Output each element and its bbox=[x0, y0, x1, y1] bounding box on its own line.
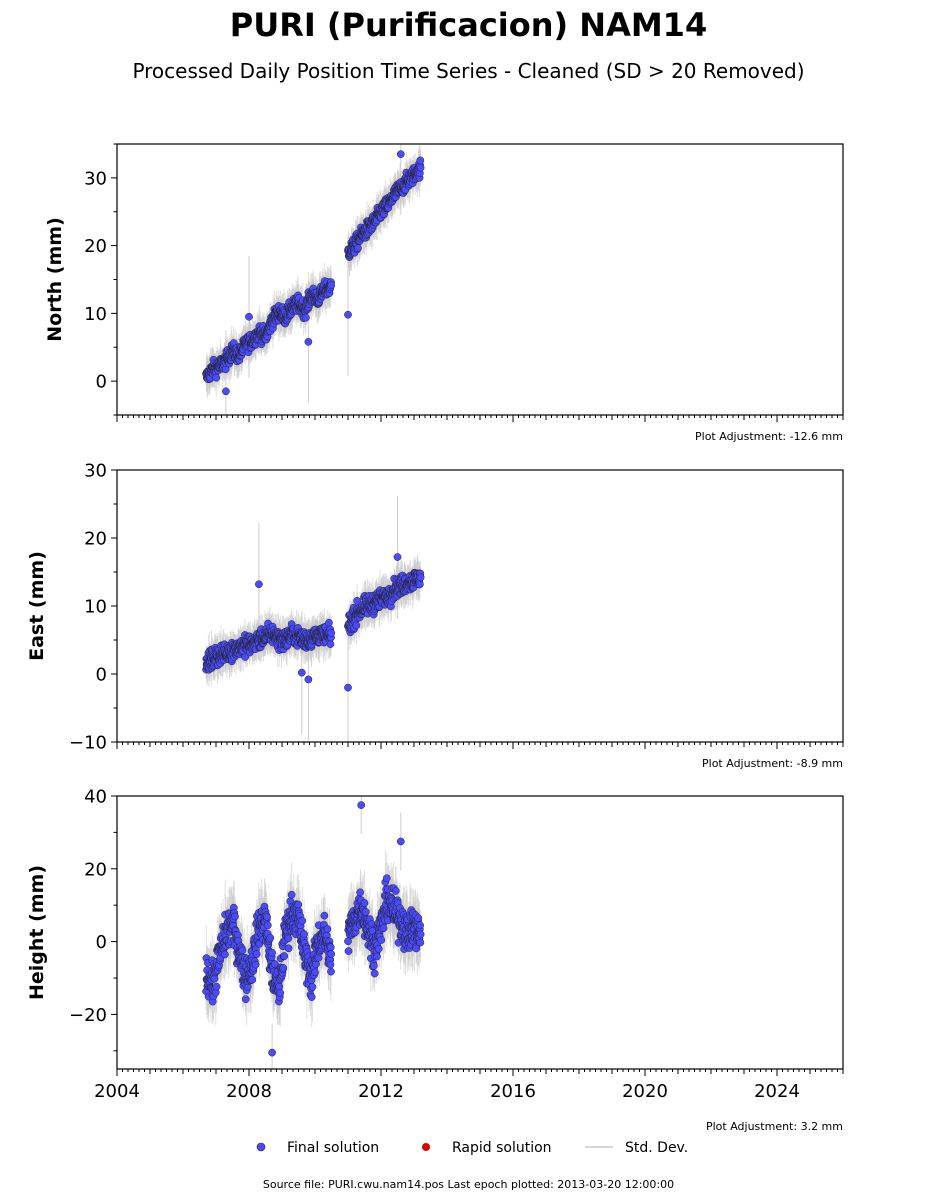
north-ytick-label: 30 bbox=[84, 168, 107, 189]
height-point bbox=[268, 948, 276, 957]
height-point bbox=[251, 960, 260, 969]
east-ytick-label: 20 bbox=[84, 529, 107, 550]
height-point bbox=[221, 950, 229, 959]
panel-north: 0 10 20 30 North (mm) Plot Adjustment: -12.6 … bbox=[44, 143, 844, 443]
east-ylabel: East (mm) bbox=[26, 551, 48, 661]
height-point bbox=[271, 960, 279, 968]
height-data-series bbox=[202, 796, 425, 1069]
height-point bbox=[323, 925, 332, 933]
height-point bbox=[391, 887, 400, 895]
height-point bbox=[360, 899, 369, 907]
east-points bbox=[202, 553, 425, 692]
north-ylabel: North (mm) bbox=[44, 217, 66, 342]
north-outlier-point bbox=[222, 387, 230, 396]
east-point bbox=[353, 596, 361, 605]
east-outlier-point bbox=[304, 675, 313, 684]
north-ytick-label: 0 bbox=[96, 372, 107, 393]
north-ytick-label: 10 bbox=[84, 304, 107, 325]
north-plot-adjustment: Plot Adjustment: -12.6 mm bbox=[695, 430, 843, 443]
east-outlier-point bbox=[297, 668, 306, 677]
east-point bbox=[325, 618, 333, 627]
height-point bbox=[326, 960, 335, 969]
north-point bbox=[416, 156, 425, 165]
east-outlier-point bbox=[255, 580, 263, 589]
height-point bbox=[284, 944, 293, 953]
height-point bbox=[248, 975, 257, 984]
north-point bbox=[212, 373, 221, 382]
east-point bbox=[415, 580, 424, 589]
east-data-series bbox=[202, 495, 425, 742]
north-point bbox=[354, 244, 362, 252]
height-point bbox=[370, 969, 379, 978]
north-std-dev-lines bbox=[205, 144, 422, 415]
height-point bbox=[379, 924, 388, 933]
height-point bbox=[294, 900, 303, 909]
east-axes-frame bbox=[116, 469, 844, 743]
height-point bbox=[327, 950, 336, 958]
height-point bbox=[279, 963, 288, 972]
east-ytick-label: −10 bbox=[69, 733, 107, 754]
east-std-dev-lines bbox=[205, 495, 422, 742]
height-point bbox=[370, 961, 378, 970]
height-point bbox=[252, 950, 261, 958]
east-ytick-label: 0 bbox=[96, 665, 107, 686]
north-point bbox=[302, 313, 310, 322]
north-outlier-point bbox=[396, 150, 405, 159]
north-outlier-point bbox=[304, 337, 313, 346]
height-point bbox=[263, 913, 271, 921]
height-point bbox=[275, 982, 284, 991]
north-data-series bbox=[202, 144, 425, 415]
height-point bbox=[284, 934, 293, 943]
height-point bbox=[266, 934, 275, 942]
height-point bbox=[382, 874, 391, 883]
height-point bbox=[241, 995, 250, 1004]
panel-east: −10 0 10 20 30 East (mm) Plot Adjustment: -8.9… bbox=[26, 461, 844, 770]
height-point bbox=[377, 936, 386, 944]
height-point bbox=[287, 890, 296, 899]
height-point bbox=[263, 921, 272, 930]
east-outlier-point bbox=[344, 683, 352, 692]
north-points bbox=[202, 150, 425, 396]
height-points bbox=[202, 801, 425, 1057]
height-point bbox=[276, 989, 285, 998]
height-point bbox=[326, 943, 335, 952]
height-point bbox=[361, 908, 370, 916]
height-point bbox=[373, 952, 381, 961]
height-point bbox=[308, 983, 317, 991]
height-point bbox=[212, 982, 221, 991]
height-point bbox=[238, 946, 247, 955]
height-point bbox=[374, 944, 383, 953]
north-ytick-label: 20 bbox=[84, 236, 107, 257]
height-point bbox=[327, 967, 335, 976]
chart-subtitle: Processed Daily Position Time Series - C… bbox=[132, 59, 804, 83]
north-outlier-point bbox=[245, 312, 253, 321]
east-ytick-label: 30 bbox=[84, 461, 107, 482]
height-point bbox=[231, 912, 239, 921]
east-point bbox=[326, 640, 335, 648]
east-point bbox=[352, 621, 361, 630]
east-ytick-label: 10 bbox=[84, 597, 107, 618]
chart-title: PURI (Purificacion) NAM14 bbox=[230, 6, 707, 44]
east-point bbox=[416, 573, 425, 582]
height-point bbox=[356, 888, 365, 897]
height-point bbox=[280, 952, 289, 960]
east-plot-adjustment: Plot Adjustment: -8.9 mm bbox=[702, 757, 843, 770]
height-point bbox=[344, 947, 353, 955]
north-point bbox=[416, 163, 425, 172]
height-point bbox=[320, 911, 329, 920]
north-outlier-point bbox=[344, 310, 352, 319]
height-point bbox=[311, 968, 319, 977]
height-point bbox=[307, 993, 316, 1001]
east-point bbox=[327, 629, 336, 637]
height-point bbox=[300, 930, 308, 938]
north-point bbox=[327, 281, 336, 290]
east-outlier-point bbox=[393, 553, 402, 561]
height-point bbox=[298, 916, 307, 925]
